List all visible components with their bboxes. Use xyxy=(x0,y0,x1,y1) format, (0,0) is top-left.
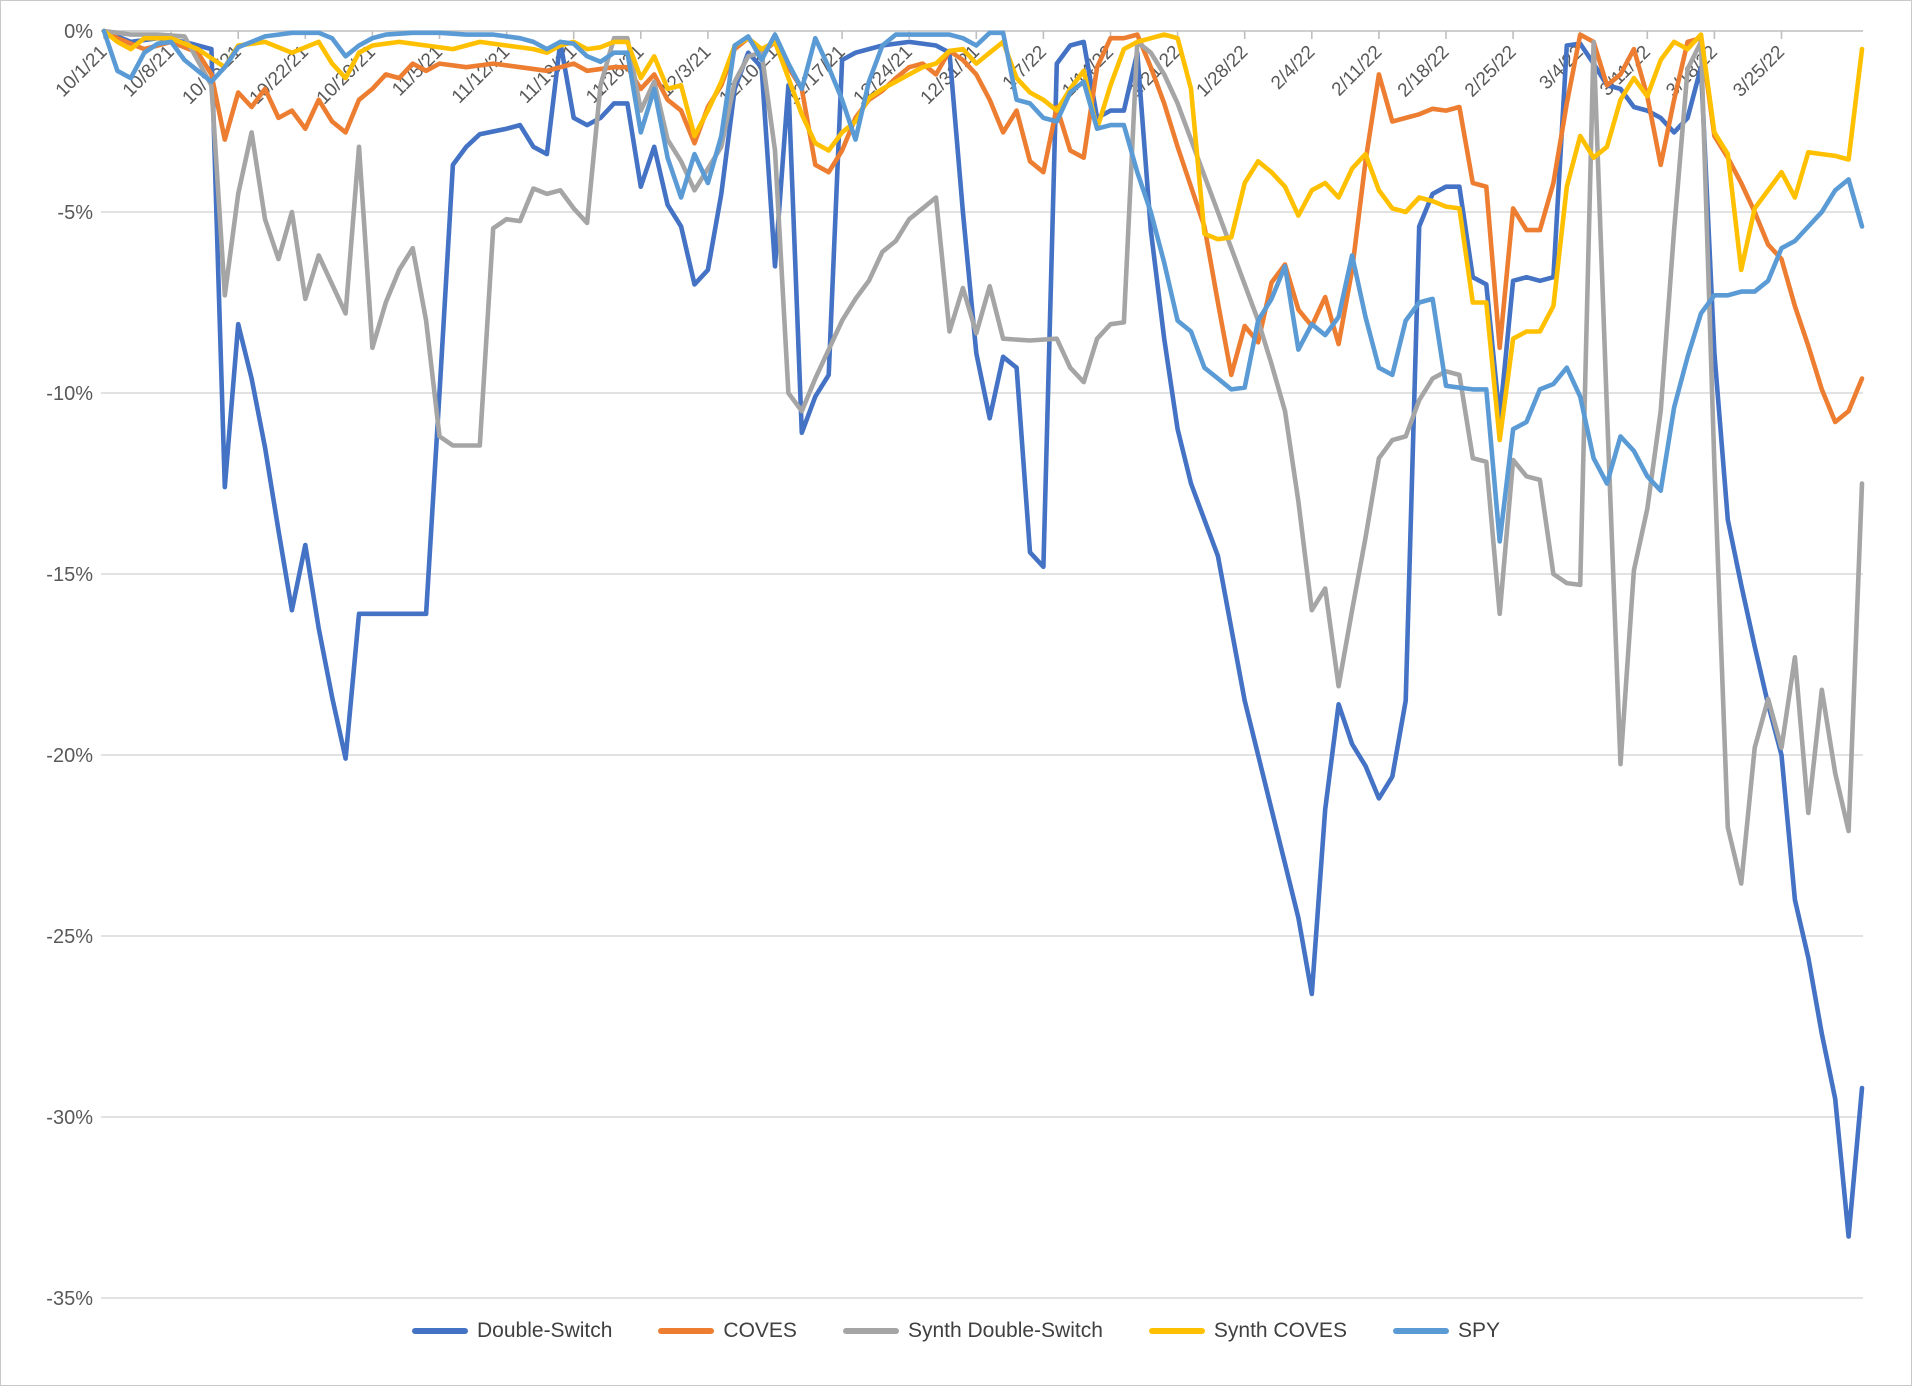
legend-line-swatch xyxy=(412,1328,469,1334)
x-axis-date-label: 3/25/22 xyxy=(1729,42,1789,102)
x-axis-date-label: 1/28/22 xyxy=(1193,42,1253,102)
legend-line-swatch xyxy=(1392,1328,1449,1334)
legend: Double-Switch COVES Synth Double-Switch Syn… xyxy=(1,1319,1911,1343)
legend-label: COVES xyxy=(723,1319,797,1342)
legend-item-double-switch[interactable]: Double-Switch xyxy=(412,1319,612,1343)
x-axis-date-label: 2/4/22 xyxy=(1267,42,1319,94)
y-axis-label: -30% xyxy=(46,1107,93,1129)
y-axis-label: 0% xyxy=(64,21,93,43)
x-axis-date-label: 11/5/21 xyxy=(388,42,447,101)
legend-label: Double-Switch xyxy=(477,1319,613,1342)
x-axis-date-label: 3/4/22 xyxy=(1536,42,1588,94)
legend-line-swatch xyxy=(658,1328,715,1334)
series-line-coves[interactable] xyxy=(101,28,1865,425)
y-axis-label: -35% xyxy=(46,1288,93,1310)
legend-line-swatch xyxy=(1148,1328,1205,1334)
x-axis-date-label: 10/1/21 xyxy=(52,42,112,102)
y-axis-label: -20% xyxy=(46,745,93,767)
series-line-synth-coves[interactable] xyxy=(101,28,1865,443)
legend-item-coves[interactable]: COVES xyxy=(658,1319,797,1343)
legend-label: Synth Double-Switch xyxy=(907,1319,1103,1342)
y-axis-label: -25% xyxy=(46,926,93,948)
legend-line-swatch xyxy=(842,1328,899,1334)
legend-label: SPY xyxy=(1457,1319,1500,1342)
legend-item-synth-double-switch[interactable]: Synth Double-Switch xyxy=(842,1319,1103,1343)
y-axis-label: -15% xyxy=(46,564,93,586)
x-axis-date-label: 2/18/22 xyxy=(1394,42,1454,102)
legend-item-synth-coves[interactable]: Synth COVES xyxy=(1148,1319,1347,1343)
y-axis-label: -10% xyxy=(46,383,93,405)
x-axis-date-label: 11/12/21 xyxy=(448,42,514,108)
legend-item-spy[interactable]: SPY xyxy=(1392,1319,1500,1343)
legend-label: Synth COVES xyxy=(1213,1319,1347,1342)
x-axis-date-label: 2/25/22 xyxy=(1461,42,1521,102)
series-line-synth-double-switch[interactable] xyxy=(101,28,1865,886)
series-line-spy[interactable] xyxy=(101,28,1865,544)
y-axis-label: -5% xyxy=(57,202,93,224)
